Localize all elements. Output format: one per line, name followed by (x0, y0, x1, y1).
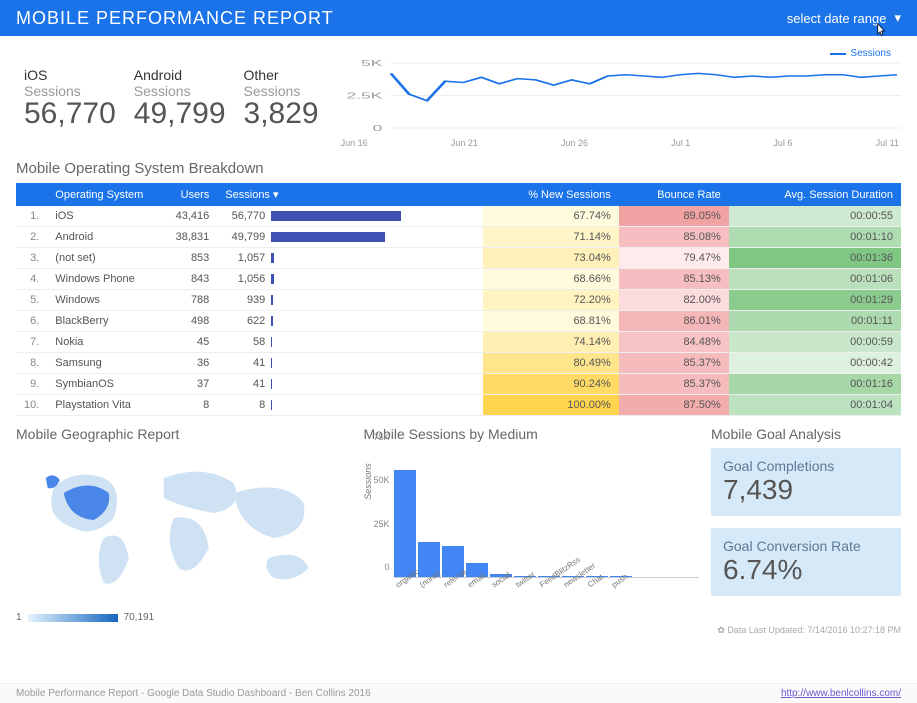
goal-completions-label: Goal Completions (723, 458, 889, 474)
geo-legend-min: 1 (16, 612, 22, 623)
geo-gradient-icon (28, 614, 118, 622)
geo-legend: 1 70,191 (16, 612, 352, 623)
table-row[interactable]: 8.Samsung364180.49%85.37%00:00:42 (16, 353, 901, 374)
footer-link[interactable]: http://www.benlcollins.com/ (781, 688, 901, 699)
device-label: Android (134, 67, 226, 83)
sparkline-x-axis: Jun 16 Jun 21 Jun 26 Jul 1 Jul 6 Jul 11 (339, 134, 901, 148)
report-title: MOBILE PERFORMANCE REPORT (16, 8, 334, 29)
table-row[interactable]: 3.(not set)8531,05773.04%79.47%00:01:36 (16, 248, 901, 269)
device-value: 49,799 (134, 99, 226, 129)
footer-text: Mobile Performance Report - Google Data … (16, 688, 371, 699)
table-row[interactable]: 6.BlackBerry49862268.81%86.01%00:01:11 (16, 311, 901, 332)
sparkline-chart-svg: 0 2.5K 5K (339, 59, 901, 134)
y-tick: 25K (373, 519, 393, 529)
footer: Mobile Performance Report - Google Data … (0, 683, 917, 703)
x-tick: Jun 26 (561, 138, 588, 148)
y-tick: 0 (384, 562, 393, 572)
geo-report-col: Mobile Geographic Report (16, 426, 352, 623)
table-row[interactable]: 4.Windows Phone8431,05668.66%85.13%00:01… (16, 269, 901, 290)
col-header[interactable]: Sessions ▾ (217, 183, 482, 206)
header-bar: MOBILE PERFORMANCE REPORT select date ra… (0, 0, 917, 36)
os-breakdown-title: Mobile Operating System Breakdown (0, 156, 917, 183)
y-tick: 50K (373, 475, 393, 485)
geo-map[interactable] (16, 448, 352, 608)
dashboard: MOBILE PERFORMANCE REPORT select date ra… (0, 0, 917, 703)
table-row[interactable]: 5.Windows78893972.20%82.00%00:01:29 (16, 290, 901, 311)
goal-conversion-card: Goal Conversion Rate 6.74% (711, 528, 901, 596)
legend-line-icon (830, 53, 846, 55)
x-tick: Jun 16 (341, 138, 368, 148)
date-range-label: select date range (787, 11, 887, 26)
geo-title: Mobile Geographic Report (16, 426, 352, 442)
x-tick: Jul 1 (671, 138, 690, 148)
x-tick: Jul 6 (773, 138, 792, 148)
goal-analysis-col: Mobile Goal Analysis Goal Completions 7,… (711, 426, 901, 623)
medium-title: Mobile Sessions by Medium (364, 426, 700, 442)
y-tick: 75K (373, 432, 393, 442)
legend-label: Sessions (850, 48, 891, 59)
table-row[interactable]: 7.Nokia455874.14%84.48%00:00:59 (16, 332, 901, 353)
col-header[interactable]: Bounce Rate (619, 183, 729, 206)
os-breakdown-table: Operating SystemUsersSessions ▾% New Ses… (16, 183, 901, 416)
device-label: Other (244, 67, 319, 83)
col-header[interactable]: Avg. Session Duration (729, 183, 901, 206)
col-header[interactable]: Users (167, 183, 217, 206)
x-tick: Jul 11 (876, 138, 899, 148)
table-row[interactable]: 10.Playstation Vita88100.00%87.50%00:01:… (16, 395, 901, 416)
medium-chart-col: Mobile Sessions by Medium Sessions 0 25K 5… (364, 426, 700, 623)
goal-conversion-label: Goal Conversion Rate (723, 538, 889, 554)
device-value: 3,829 (244, 99, 319, 129)
last-updated: ✿ Data Last Updated: 7/14/2016 10:27:18 … (0, 623, 917, 638)
device-card-ios: iOS Sessions 56,770 (16, 67, 116, 129)
col-header[interactable] (16, 183, 47, 206)
device-label: iOS (24, 67, 116, 83)
date-range-selector[interactable]: select date range ▾ (787, 10, 901, 26)
chevron-down-icon: ▾ (894, 10, 901, 26)
medium-x-axis: organic(none)referralemailsocialtwitterF… (394, 582, 700, 591)
medium-y-title: Sessions (363, 463, 373, 500)
goals-title: Mobile Goal Analysis (711, 426, 901, 442)
goal-completions-value: 7,439 (723, 474, 889, 506)
x-tick: Jun 21 (451, 138, 478, 148)
device-value: 56,770 (24, 99, 116, 129)
device-summary-row: iOS Sessions 56,770 Android Sessions 49,… (0, 36, 917, 156)
table-header-row: Operating SystemUsersSessions ▾% New Ses… (16, 183, 901, 206)
svg-text:0: 0 (372, 124, 382, 133)
world-map-icon (16, 448, 352, 608)
device-card-other: Other Sessions 3,829 (236, 67, 319, 129)
svg-text:5K: 5K (361, 59, 382, 68)
goal-conversion-value: 6.74% (723, 554, 889, 586)
svg-text:2.5K: 2.5K (346, 91, 382, 100)
col-header[interactable]: % New Sessions (483, 183, 619, 206)
medium-bar-chart[interactable]: Sessions 025K50K75K organic(none)referra… (364, 448, 700, 608)
bottom-row: Mobile Geographic Report (0, 416, 917, 623)
device-card-android: Android Sessions 49,799 (126, 67, 226, 129)
table-row[interactable]: 9.SymbianOS374190.24%85.37%00:01:16 (16, 374, 901, 395)
geo-legend-max: 70,191 (124, 612, 155, 623)
sessions-sparkline[interactable]: Sessions 0 2.5K 5K Jun 16 Jun 21 Jun 26 Jul 1… (329, 48, 901, 148)
goal-completions-card: Goal Completions 7,439 (711, 448, 901, 516)
table-row[interactable]: 1.iOS43,41656,77067.74%89.05%00:00:55 (16, 206, 901, 227)
col-header[interactable]: Operating System (47, 183, 167, 206)
table-row[interactable]: 2.Android38,83149,79971.14%85.08%00:01:1… (16, 227, 901, 248)
bar[interactable] (394, 470, 416, 577)
